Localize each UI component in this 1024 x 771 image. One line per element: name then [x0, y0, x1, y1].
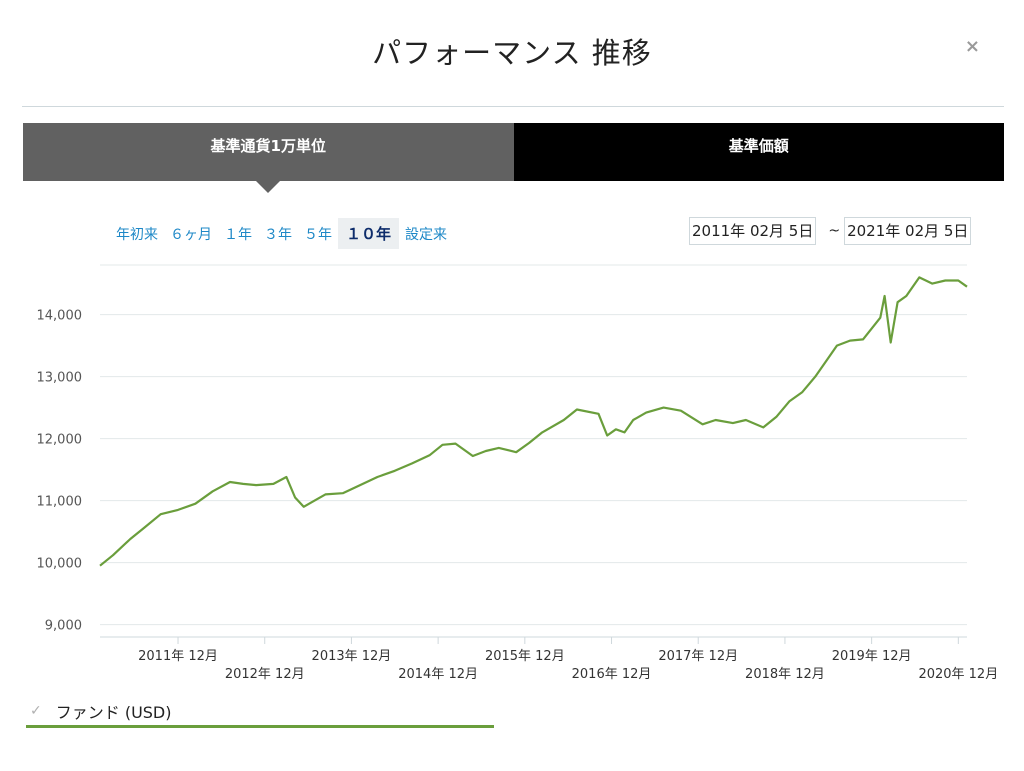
range-5y[interactable]: ５年: [304, 226, 332, 243]
header-divider: [22, 106, 1004, 107]
x-tick-label: 2013年 12月: [312, 649, 392, 664]
x-tick-label: 2017年 12月: [658, 649, 738, 664]
checkbox-check-icon[interactable]: ✓: [30, 703, 42, 719]
tab-base-price[interactable]: 基準価額: [513, 123, 1004, 181]
period-selector: 年初来 ６ヶ月 １年 ３年 ５年 １０年 設定来: [110, 218, 453, 249]
range-since-inception[interactable]: 設定来: [405, 226, 448, 243]
range-1y[interactable]: １年: [224, 226, 252, 243]
tab-bar: 基準通貨1万単位 基準価額: [23, 123, 1004, 193]
y-tick-label: 10,000: [37, 557, 83, 572]
x-tick-label: 2015年 12月: [485, 649, 565, 664]
performance-chart: 9,000 10,000 11,000 12,000 13,000 14,000 2011…: [37, 264, 998, 682]
x-tick-label: 2019年 12月: [832, 649, 912, 664]
legend-label: ファンド (USD): [55, 703, 172, 722]
range-6m[interactable]: ６ヶ月: [170, 226, 212, 243]
x-tick-label: 2014年 12月: [398, 667, 478, 682]
close-icon[interactable]: ×: [964, 36, 980, 57]
y-tick-label: 11,000: [37, 495, 83, 510]
dialog-title: パフォーマンス 推移: [372, 36, 652, 70]
y-tick-label: 12,000: [37, 433, 83, 448]
x-tick-label: 2012年 12月: [225, 667, 305, 682]
y-tick-label: 14,000: [37, 309, 83, 324]
y-tick-label: 9,000: [45, 619, 82, 634]
start-date-input[interactable]: 2011年 02月 5日: [689, 217, 817, 245]
tab-per-10000-units[interactable]: 基準通貨1万単位: [23, 123, 514, 193]
range-10y[interactable]: １０年: [338, 218, 400, 249]
series-line-fund-usd: [99, 276, 968, 567]
x-tick-label: 2011年 12月: [138, 649, 218, 664]
tab-label: 基準価額: [728, 137, 789, 155]
range-3y[interactable]: ３年: [264, 226, 292, 243]
chart-grid: [100, 264, 967, 626]
legend: ✓ ファンド (USD): [26, 697, 494, 728]
y-tick-label: 13,000: [37, 371, 83, 386]
date-separator: ~: [828, 223, 841, 239]
tab-label: 基準通貨1万単位: [210, 137, 326, 155]
end-date-input[interactable]: 2021年 02月 5日: [844, 217, 972, 245]
range-ytd[interactable]: 年初来: [116, 226, 158, 243]
x-axis: 2011年 12月 2012年 12月 2013年 12月 2014年 12月 2015…: [100, 636, 998, 682]
x-tick-label: 2018年 12月: [745, 667, 825, 682]
x-tick-label: 2020年 12月: [918, 667, 998, 682]
plot-area: [99, 276, 968, 567]
date-range: 2011年 02月 5日 ~ 2021年 02月 5日: [689, 217, 972, 245]
x-tick-label: 2016年 12月: [572, 667, 652, 682]
y-axis: 9,000 10,000 11,000 12,000 13,000 14,000: [37, 309, 83, 634]
active-tab-caret-icon: [256, 181, 281, 193]
